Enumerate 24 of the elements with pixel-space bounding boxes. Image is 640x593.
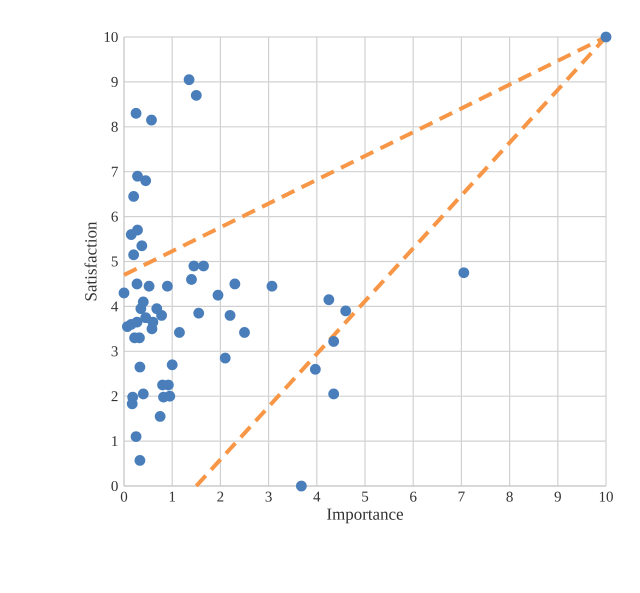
y-tick-label: 4: [111, 301, 118, 312]
x-tick-label: 9: [554, 492, 561, 502]
y-tick-label: 2: [112, 391, 118, 402]
y-tick-label: 8: [111, 122, 118, 132]
x-tick-label: 2: [217, 492, 224, 502]
x-tick-label: 5: [362, 492, 368, 502]
x-tick-label: 10: [600, 492, 613, 502]
y-tick-label: 0: [111, 480, 118, 492]
x-tick-label: 1: [170, 492, 176, 502]
x-tick-label: 3: [266, 492, 272, 502]
y-tick-label: 5: [112, 256, 118, 266]
x-tick-label: 4: [313, 492, 320, 502]
y-tick-label: 7: [112, 166, 118, 177]
x-axis-title: Importance: [327, 508, 403, 524]
x-tick-label: 0: [120, 492, 128, 502]
y-tick-label: 9: [111, 76, 118, 87]
x-tick-label: 8: [506, 492, 513, 502]
y-axis-title: Satisfaction: [84, 222, 97, 300]
y-tick-label: 10: [104, 32, 118, 42]
x-tick-label: 6: [410, 492, 416, 502]
y-tick-label: 3: [112, 346, 118, 356]
x-tick-label: 7: [458, 492, 465, 502]
y-tick-label: 1: [112, 436, 118, 446]
y-tick-label: 6: [112, 212, 118, 222]
